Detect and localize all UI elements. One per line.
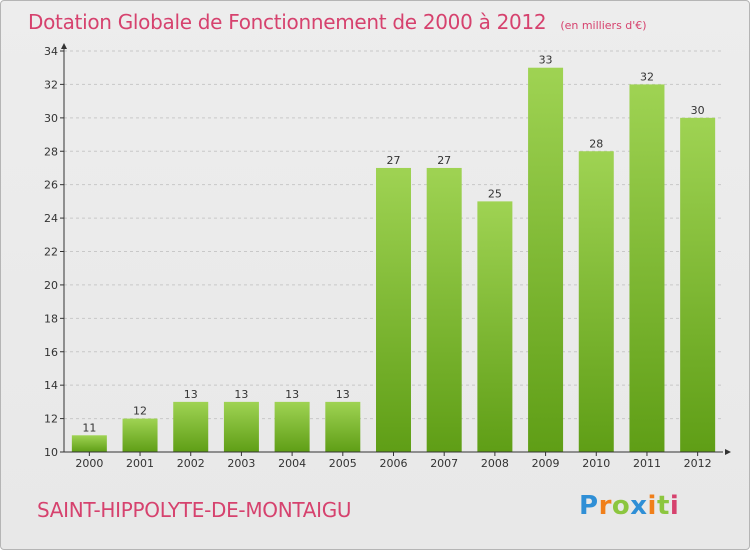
x-tick-label: 2003 [227,457,255,470]
axes: 10 12 14 16 18 20 22 24 26 28 30 32 34 2000 2001 2002 20… [44,43,731,470]
data-label: 11 [82,421,96,434]
bar [528,67,564,452]
commune-name: SAINT-HIPPOLYTE-DE-MONTAIGU [37,498,352,522]
bar [173,401,209,452]
bar [223,401,259,452]
x-tick-label: 2001 [126,457,154,470]
y-tick-label: 24 [44,212,58,225]
x-tick-label: 2007 [430,457,458,470]
data-label: 27 [387,154,401,167]
y-tick-label: 22 [44,246,58,259]
chart-subtitle: (en milliers d'€) [560,19,647,32]
x-tick-label: 2005 [329,457,357,470]
x-tick-label: 2000 [75,457,103,470]
data-label: 12 [133,405,147,418]
y-tick-label: 32 [44,78,58,91]
data-label: 13 [285,388,299,401]
data-label: 13 [336,388,350,401]
bar [477,201,513,452]
bars [71,67,716,453]
logo-letter: o [611,491,631,521]
y-tick-label: 28 [44,145,58,158]
y-tick-label: 10 [44,446,58,459]
y-tick-label: 20 [44,279,58,292]
x-tick-label: 2010 [582,457,610,470]
bar [376,167,411,453]
x-tick-label: 2002 [177,457,205,470]
data-labels: 11 12 13 13 13 13 27 27 25 33 28 32 30 [82,54,704,435]
data-label: 28 [589,137,603,150]
y-tick-label: 30 [44,112,58,125]
x-tick-label: 2004 [278,457,306,470]
x-tick-label: 2009 [532,457,560,470]
x-tick-label: 2006 [380,457,408,470]
bar [122,418,158,452]
bar [274,401,310,452]
y-tick-label: 14 [44,379,58,392]
data-label: 33 [539,54,553,67]
logo-letter: P [579,491,599,521]
logo-letter: t [656,491,670,521]
proxiti-logo: Proxiti [579,491,679,521]
y-tick-label: 16 [44,346,58,359]
y-tick-label: 18 [44,312,58,325]
data-label: 30 [691,104,705,117]
chart-title-row: Dotation Globale de Fonctionnement de 20… [28,10,647,34]
y-axis-arrow [61,43,67,49]
logo-letter: x [630,491,648,521]
bar [71,435,107,452]
bar [426,167,462,453]
logo-letter: i [647,491,657,521]
bar [629,84,665,453]
bar [325,401,361,452]
x-tick-label: 2008 [481,457,509,470]
data-label: 32 [640,70,654,83]
data-label: 13 [184,388,198,401]
y-tick-label: 34 [44,45,58,58]
logo-letter: r [598,491,612,521]
x-axis-arrow [725,449,731,455]
data-label: 27 [437,154,451,167]
chart-title: Dotation Globale de Fonctionnement de 20… [28,10,547,34]
x-tick-label: 2011 [633,457,661,470]
y-tick-label: 12 [44,413,58,426]
y-tick-label: 26 [44,179,58,192]
data-label: 13 [234,388,248,401]
bar [578,151,614,452]
logo-letter: i [669,491,680,521]
x-tick-label: 2012 [684,457,712,470]
data-label: 25 [488,187,502,200]
bar [680,117,716,452]
